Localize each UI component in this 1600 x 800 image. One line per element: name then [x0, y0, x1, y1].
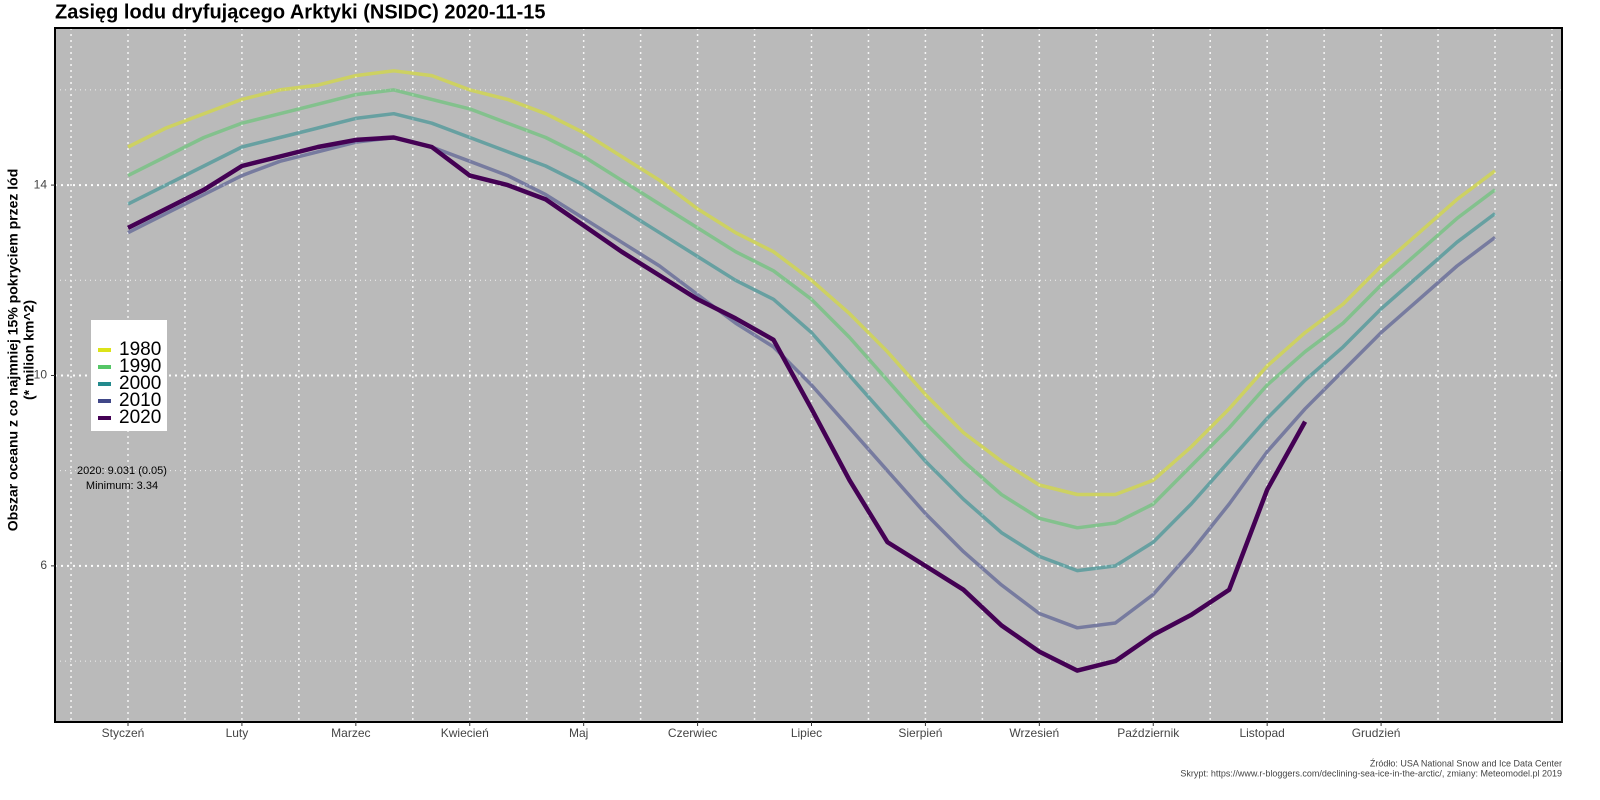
x-tick-label: Sierpień — [898, 726, 942, 740]
x-tick-label: Grudzień — [1352, 726, 1401, 740]
x-tick-label: Wrzesień — [1009, 726, 1059, 740]
legend-box — [91, 320, 167, 431]
x-tick-label: Lipiec — [791, 726, 822, 740]
x-tick-label: Październik — [1117, 726, 1180, 740]
x-tick-label: Styczeń — [102, 726, 145, 740]
y-axis-label: Obszar oceanu z co najmniej 15% pokrycie… — [5, 169, 21, 532]
plot-panel — [55, 28, 1562, 722]
y-tick-label: 10 — [34, 368, 48, 382]
legend-label: 1990 — [119, 356, 161, 377]
legend-label: 1980 — [119, 339, 161, 360]
legend-label: 2010 — [119, 390, 161, 411]
series-line — [127, 88, 1497, 530]
annotation: Minimum: 3.34 — [86, 480, 158, 492]
legend-label: 2020 — [119, 407, 161, 428]
series-line — [127, 69, 1497, 497]
y-tick-label: 6 — [40, 558, 47, 572]
y-tick-label: 14 — [34, 177, 48, 191]
grid — [55, 28, 1562, 722]
x-tick-label: Kwiecień — [441, 726, 489, 740]
x-tick-label: Listopad — [1239, 726, 1284, 740]
series-line — [127, 135, 1497, 630]
x-tick-label: Maj — [569, 726, 588, 740]
footnote: Skrypt: https://www.r-bloggers.com/decli… — [1180, 768, 1562, 778]
x-tick-label: Czerwiec — [668, 726, 717, 740]
lines — [126, 69, 1497, 673]
series-line — [127, 111, 1497, 573]
chart-title: Zasięg lodu dryfującego Arktyki (NSIDC) … — [55, 1, 546, 23]
x-tick-label: Luty — [226, 726, 249, 740]
x-tick-label: Marzec — [331, 726, 370, 740]
footnote: Źródło: USA National Snow and Ice Data C… — [1370, 758, 1562, 768]
y-axis-label: (* milion km^2) — [21, 300, 37, 400]
legend-label: 2000 — [119, 373, 161, 394]
annotation: 2020: 9.031 (0.05) — [77, 465, 167, 477]
series-line — [126, 135, 1308, 673]
